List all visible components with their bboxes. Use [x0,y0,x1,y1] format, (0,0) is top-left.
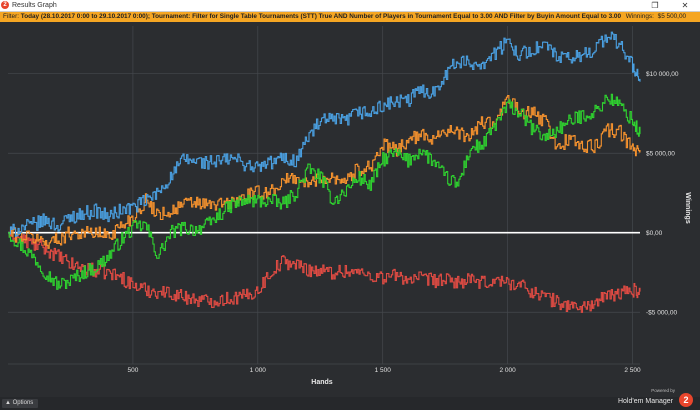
series-line-net-won [8,93,641,290]
series-line-showdown [8,31,641,237]
brand-name: Hold'em Manager [617,398,673,405]
x-tick-label: 2 000 [499,367,516,374]
filter-text: Today (28.10.2017 0:00 to 29.10.2017 0:0… [20,13,622,20]
hm-brand-logo-icon: 2 [679,393,693,407]
filter-label: Filter: [3,13,19,20]
y-tick-label: -$5 000,00 [646,310,677,317]
x-tick-labels: 500 1 000 1 500 2 000 2 500 [127,367,641,374]
y-tick-label: $0,00 [646,230,663,237]
y-tick-labels: -$5 000,00 $0,00 $5 000,00 $10 000,00 [646,71,679,317]
options-label: Options [12,400,34,406]
options-button[interactable]: ▲ Options [2,399,39,408]
results-chart: -$5 000,00 $0,00 $5 000,00 $10 000,00 500 1 … [8,26,691,386]
x-tick-label: 2 500 [624,367,641,374]
hm-logo-icon: 2 [1,1,9,9]
y-tick-label: $10 000,00 [646,71,679,78]
close-button[interactable]: ✕ [681,1,689,10]
powered-by-text: Powered by [651,388,675,393]
series-line-non-showdown [8,226,641,313]
x-tick-label: 500 [127,367,138,374]
y-tick-label: $5 000,00 [646,151,675,158]
filter-bar: Filter: Today (28.10.2017 0:00 to 29.10.… [0,12,700,22]
y-axis-label: Winnings [684,192,691,224]
winnings-label: Winnings: [625,13,654,20]
title-bar: 2 Results Graph ❐ ✕ [0,0,700,12]
x-tick-label: 1 500 [375,367,392,374]
chart-grid [8,26,640,365]
window-title: Results Graph [12,2,57,9]
winnings-value: $5 500,00 [657,13,687,20]
restore-button[interactable]: ❐ [651,1,659,10]
series-lines [8,31,641,313]
series-line-all-in-ev [8,94,641,249]
x-tick-label: 1 000 [250,367,267,374]
bottom-bar: ▲ Options [0,397,700,410]
x-axis-label: Hands [311,379,333,386]
caret-up-icon: ▲ [5,400,11,406]
